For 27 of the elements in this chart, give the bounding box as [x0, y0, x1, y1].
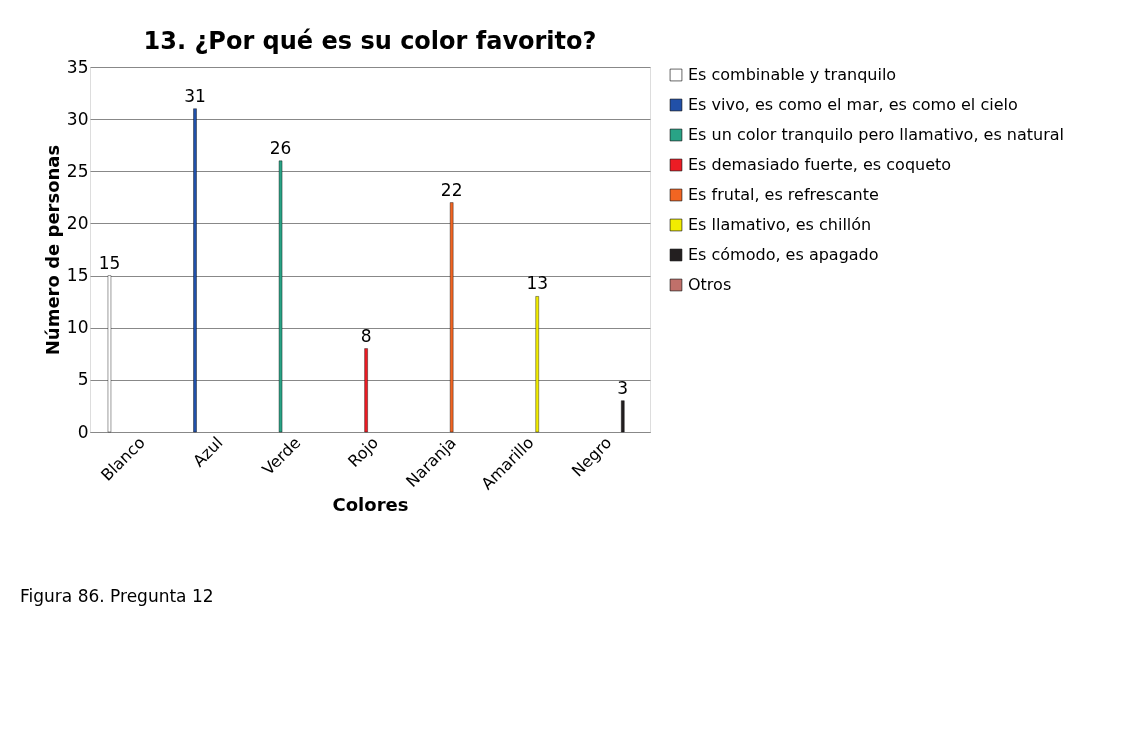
- y-tick-label: 35: [66, 56, 89, 77]
- data-label: 15: [98, 252, 121, 273]
- y-axis-title: Número de personas: [41, 144, 63, 356]
- x-axis-title: Colores: [332, 493, 409, 515]
- data-label: 13: [526, 273, 549, 294]
- data-label: 26: [269, 137, 292, 158]
- legend-label: Es frutal, es refrescante: [688, 185, 879, 204]
- data-label: 31: [184, 85, 206, 106]
- y-tick-label: 30: [66, 108, 89, 129]
- y-tick-label: 5: [77, 369, 89, 390]
- text: Figura 86. Pregunta 12: [20, 586, 214, 606]
- legend-label: Es demasiado fuerte, es coqueto: [688, 155, 952, 174]
- legend-label: Es cómodo, es apagado: [688, 245, 879, 264]
- y-tick-label: 10: [66, 317, 89, 338]
- y-tick-label: 0: [77, 421, 89, 442]
- y-tick-label: 20: [66, 212, 89, 233]
- y-tick-label: 25: [66, 160, 89, 181]
- legend-label: Es un color tranquilo pero llamativo, es natural: [688, 125, 1065, 144]
- legend-label: Es llamativo, es chillón: [688, 215, 872, 234]
- data-label: 8: [360, 325, 372, 346]
- data-label: 22: [440, 179, 463, 200]
- legend-label: Es vivo, es como el mar, es como el cielo: [688, 95, 1018, 114]
- data-label: 3: [617, 377, 629, 398]
- chart-title: 13. ¿Por qué es su color favorito?: [143, 27, 597, 55]
- y-tick-label: 15: [66, 265, 89, 286]
- legend-label: Otros: [688, 275, 732, 294]
- legend-label: Es combinable y tranquilo: [688, 65, 897, 84]
